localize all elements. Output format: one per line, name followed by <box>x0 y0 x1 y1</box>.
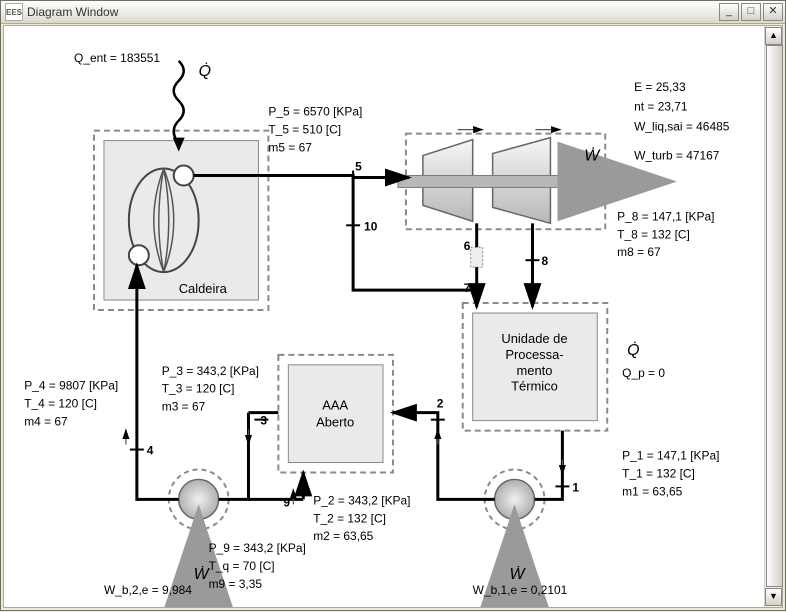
svg-text:7: 7 <box>464 281 471 295</box>
scroll-thumb[interactable] <box>766 45 783 587</box>
svg-text:E = 25,33: E = 25,33 <box>634 80 686 94</box>
state5-labels: P_5 = 6570 [KPa] T_5 = 510 [C] m5 = 67 <box>268 105 362 155</box>
svg-text:nt = 23,71: nt = 23,71 <box>634 100 688 114</box>
svg-text:9: 9 <box>283 495 290 509</box>
svg-text:P_9 = 343,2 [KPa]: P_9 = 343,2 [KPa] <box>209 541 306 555</box>
svg-text:mento: mento <box>516 363 552 378</box>
svg-text:10: 10 <box>364 219 378 233</box>
minimize-button[interactable]: _ <box>719 3 739 21</box>
state1-labels: P_1 = 147,1 [KPa] T_1 = 132 [C] m1 = 63,… <box>622 449 719 499</box>
svg-text:T_5 = 510 [C]: T_5 = 510 [C] <box>268 123 341 137</box>
svg-text:3: 3 <box>260 414 267 428</box>
extraction-valve <box>471 247 483 267</box>
window-buttons: _ □ ✕ <box>717 3 783 21</box>
svg-text:Q̇: Q̇ <box>199 61 211 79</box>
svg-text:m1 = 63,65: m1 = 63,65 <box>622 484 682 498</box>
svg-text:P_2 = 343,2 [KPa]: P_2 = 343,2 [KPa] <box>313 493 410 507</box>
svg-text:Unidade de: Unidade de <box>501 331 567 346</box>
boiler-label: Caldeira <box>179 281 228 296</box>
wb2e-label: W_b,2,e = 9,984 <box>104 583 192 597</box>
svg-text:T_3 = 120 [C]: T_3 = 120 [C] <box>162 382 235 396</box>
svg-text:P_3 = 343,2 [KPa]: P_3 = 343,2 [KPa] <box>162 364 259 378</box>
svg-text:Térmico: Térmico <box>511 379 558 394</box>
diagram-canvas: Caldeira Q̇ Q_ent = 183551 <box>4 26 765 607</box>
svg-text:AAA: AAA <box>322 398 348 413</box>
svg-text:P_8 = 147,1 [KPa]: P_8 = 147,1 [KPa] <box>617 209 714 223</box>
state3-labels: P_3 = 343,2 [KPa] T_3 = 120 [C] m3 = 67 <box>162 364 259 414</box>
wb1e-label: W_b,1,e = 0,2101 <box>473 583 568 597</box>
heat-input-arrow: Q̇ <box>173 61 211 152</box>
client-area: Caldeira Q̇ Q_ent = 183551 <box>3 25 783 608</box>
boiler: Caldeira <box>94 131 268 310</box>
qp-label: Q_p = 0 <box>622 366 665 380</box>
scroll-up-button[interactable]: ▲ <box>765 27 782 45</box>
vertical-scrollbar[interactable]: ▲ ▼ <box>764 26 782 607</box>
svg-text:W_liq,sai = 46485: W_liq,sai = 46485 <box>634 120 730 134</box>
svg-text:m4 = 67: m4 = 67 <box>24 415 68 429</box>
state8-labels: P_8 = 147,1 [KPa] T_8 = 132 [C] m8 = 67 <box>617 209 714 259</box>
right-block: E = 25,33 nt = 23,71 W_liq,sai = 46485 W… <box>634 80 730 163</box>
state9-labels: P_9 = 343,2 [KPa] T_q = 70 [C] m9 = 3,35 <box>209 541 306 591</box>
pump-1: Ẇ <box>485 469 545 583</box>
svg-text:Aberto: Aberto <box>316 415 354 430</box>
svg-text:P_4 = 9807 [KPa]: P_4 = 9807 [KPa] <box>24 379 118 393</box>
svg-text:4: 4 <box>147 444 154 458</box>
aaa-box: AAA Aberto <box>278 355 393 473</box>
svg-text:6: 6 <box>464 239 471 253</box>
svg-text:T_q = 70 [C]: T_q = 70 [C] <box>209 559 275 573</box>
svg-text:W_turb = 47167: W_turb = 47167 <box>634 149 720 163</box>
maximize-button[interactable]: □ <box>741 3 761 21</box>
svg-text:2: 2 <box>437 397 444 411</box>
close-button[interactable]: ✕ <box>763 3 783 21</box>
svg-text:m9 = 3,35: m9 = 3,35 <box>209 577 263 591</box>
svg-text:T_2 = 132 [C]: T_2 = 132 [C] <box>313 511 386 525</box>
svg-text:Processa-: Processa- <box>505 347 563 362</box>
svg-text:Ẇ: Ẇ <box>584 146 601 165</box>
diagram-window: EES Diagram Window _ □ ✕ <box>0 0 786 611</box>
window-title: Diagram Window <box>27 5 717 19</box>
svg-text:m3 = 67: m3 = 67 <box>162 400 206 414</box>
svg-text:5: 5 <box>355 160 362 174</box>
q-ent-label: Q_ent = 183551 <box>74 51 160 65</box>
app-icon: EES <box>5 3 23 21</box>
svg-text:P_1 = 147,1 [KPa]: P_1 = 147,1 [KPa] <box>622 449 719 463</box>
state4-labels: P_4 = 9807 [KPa] T_4 = 120 [C] m4 = 67 <box>24 379 118 429</box>
svg-text:Ẇ: Ẇ <box>510 564 527 583</box>
svg-text:8: 8 <box>541 254 548 268</box>
titlebar: EES Diagram Window _ □ ✕ <box>1 1 785 24</box>
svg-text:P_5 = 6570 [KPa]: P_5 = 6570 [KPa] <box>268 105 362 119</box>
state2-labels: P_2 = 343,2 [KPa] T_2 = 132 [C] m2 = 63,… <box>313 493 410 543</box>
svg-text:T_1 = 132 [C]: T_1 = 132 [C] <box>622 466 695 480</box>
svg-text:m5 = 67: m5 = 67 <box>268 141 312 155</box>
svg-text:T_4 = 120 [C]: T_4 = 120 [C] <box>24 397 97 411</box>
svg-text:m2 = 63,65: m2 = 63,65 <box>313 529 373 543</box>
svg-text:T_8 = 132 [C]: T_8 = 132 [C] <box>617 227 690 241</box>
svg-text:m8 = 67: m8 = 67 <box>617 245 661 259</box>
svg-text:1: 1 <box>572 480 579 494</box>
qdot-proc: Q̇ <box>627 340 639 358</box>
scroll-down-button[interactable]: ▼ <box>765 588 782 606</box>
process-unit: Unidade de Processa- mento Térmico <box>463 303 608 431</box>
